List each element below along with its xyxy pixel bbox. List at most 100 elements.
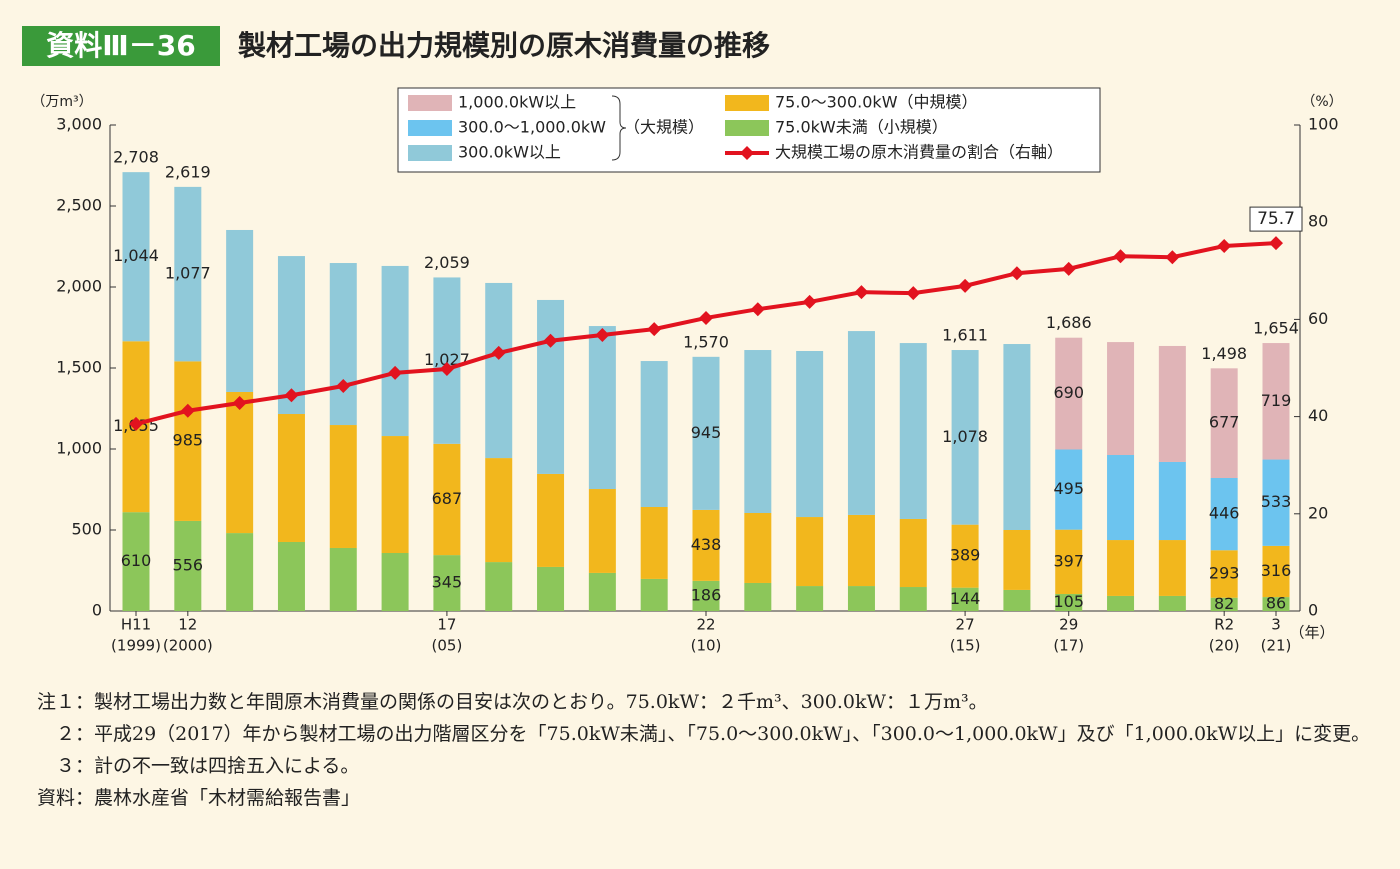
line-marker bbox=[958, 278, 973, 293]
bar-segment bbox=[744, 350, 772, 513]
line-marker bbox=[439, 361, 454, 376]
bar-segment bbox=[640, 578, 668, 611]
value-label: 397 bbox=[1053, 551, 1084, 570]
legend-swatch bbox=[408, 120, 452, 136]
x-tick-sublabel: (17) bbox=[1053, 637, 1084, 655]
value-label: 677 bbox=[1209, 413, 1240, 432]
line-marker bbox=[336, 378, 351, 393]
bar-segment bbox=[329, 263, 357, 426]
badge-bg bbox=[22, 26, 220, 66]
value-label: 719 bbox=[1261, 391, 1292, 410]
total-label: 1,654 bbox=[1253, 319, 1299, 338]
legend-swatch bbox=[725, 120, 769, 136]
bar-segment bbox=[899, 343, 927, 519]
bar-segment bbox=[1107, 595, 1135, 611]
note-text: 製材工場出力数と年間原木消費量の関係の目安は次のとおり。75.0kW：２千m³、… bbox=[94, 691, 988, 713]
bar-segment bbox=[640, 506, 668, 579]
note-text: 計の不一致は四捨五入による。 bbox=[94, 755, 360, 777]
line-marker bbox=[388, 365, 403, 380]
bar-segment bbox=[1107, 540, 1135, 596]
note-label: ２： bbox=[55, 723, 94, 745]
y-tick-label: 2,000 bbox=[56, 277, 102, 296]
value-label: 438 bbox=[691, 535, 722, 554]
bar-segment bbox=[1262, 459, 1290, 546]
legend-label: 75.0～300.0kW（中規模） bbox=[775, 93, 978, 112]
bar-segment bbox=[1158, 595, 1186, 611]
legend-swatch bbox=[408, 145, 452, 161]
value-label: 186 bbox=[691, 585, 722, 604]
bar-segment bbox=[692, 509, 720, 581]
x-tick-sublabel: (05) bbox=[432, 637, 463, 655]
bar-segment bbox=[1210, 368, 1238, 478]
legend-swatch bbox=[725, 95, 769, 111]
total-label: 2,059 bbox=[424, 253, 470, 272]
x-tick-sublabel: (20) bbox=[1209, 637, 1240, 655]
value-label: 316 bbox=[1261, 561, 1292, 580]
line-marker bbox=[491, 345, 506, 360]
x-tick-sublabel: (15) bbox=[950, 637, 981, 655]
value-label: 690 bbox=[1053, 383, 1084, 402]
x-tick-label: 29 bbox=[1059, 616, 1078, 634]
bar-segment bbox=[796, 586, 824, 611]
y-axis-label: （万m³） bbox=[31, 94, 92, 110]
bar-segment bbox=[174, 520, 202, 611]
total-label: 1,611 bbox=[942, 326, 988, 345]
bar-segment bbox=[381, 553, 409, 611]
legend-bracket bbox=[611, 95, 627, 161]
bar-segment bbox=[1158, 540, 1186, 596]
value-label: 610 bbox=[121, 551, 152, 570]
legend-label: 300.0～1,000.0kW bbox=[458, 118, 606, 137]
notes: 注１： 製材工場出力数と年間原木消費量の関係の目安は次のとおり。75.0kW：２千… bbox=[22, 686, 1382, 814]
bar-segment bbox=[485, 562, 513, 611]
bar-segment bbox=[899, 587, 927, 611]
bar-segment bbox=[1055, 593, 1083, 611]
bar-segment bbox=[1158, 461, 1186, 541]
note: 注１： 製材工場出力数と年間原木消費量の関係の目安は次のとおり。75.0kW：２千… bbox=[22, 686, 1382, 718]
legend-label: 75.0kW未満（小規模） bbox=[775, 118, 948, 137]
note-label: 資料： bbox=[36, 787, 94, 809]
bar-segment bbox=[744, 582, 772, 611]
bar-segment bbox=[1210, 477, 1238, 551]
x-tick-sublabel: (1999) bbox=[111, 637, 161, 655]
line-marker bbox=[854, 285, 869, 300]
total-label: 1,570 bbox=[683, 332, 729, 351]
x-tick-sublabel: (10) bbox=[691, 637, 722, 655]
note-text: 農林水産省「木材需給報告書」 bbox=[94, 787, 361, 809]
total-label: 1,498 bbox=[1201, 344, 1247, 363]
bar-segment bbox=[588, 489, 616, 573]
bar-segment bbox=[1158, 345, 1186, 462]
note: 資料： 農林水産省「木材需給報告書」 bbox=[22, 782, 1382, 814]
bar-segment bbox=[1003, 344, 1031, 530]
legend-label: 300.0kW以上 bbox=[458, 143, 561, 162]
bar-segment bbox=[537, 473, 565, 567]
value-label: 446 bbox=[1209, 504, 1240, 523]
bar-segment bbox=[226, 229, 254, 392]
bar-segment bbox=[588, 326, 616, 490]
bar-segment bbox=[1003, 530, 1031, 590]
bar-segment bbox=[1107, 342, 1135, 455]
bar-segment bbox=[122, 512, 150, 611]
line-marker bbox=[595, 327, 610, 342]
line-marker bbox=[284, 388, 299, 403]
bar-segment bbox=[433, 555, 461, 611]
value-label: 144 bbox=[950, 589, 981, 608]
bar-segment bbox=[951, 350, 979, 525]
note-text: 平成29（2017）年から製材工場の出力階層区分を「75.0kW未満」、「75.… bbox=[94, 723, 1371, 745]
legend-label: 大規模工場の原木消費量の割合（右軸） bbox=[775, 143, 1063, 162]
bar-segment bbox=[1055, 529, 1083, 594]
note: ３： 計の不一致は四捨五入による。 bbox=[22, 750, 1382, 782]
bar-segment bbox=[122, 172, 150, 342]
bar-segment bbox=[1107, 454, 1135, 541]
value-label: 556 bbox=[173, 555, 204, 574]
line-marker bbox=[180, 403, 195, 418]
bar-segment bbox=[1210, 597, 1238, 611]
line-marker bbox=[543, 333, 558, 348]
bar-segment bbox=[1262, 545, 1290, 598]
bar-segment bbox=[588, 572, 616, 611]
line-marker bbox=[906, 286, 921, 301]
y-tick-label: 1,500 bbox=[56, 358, 102, 377]
bar-segment bbox=[640, 361, 668, 507]
bar-segment bbox=[329, 547, 357, 611]
bar-segment bbox=[796, 350, 824, 518]
bar-segment bbox=[1055, 449, 1083, 530]
